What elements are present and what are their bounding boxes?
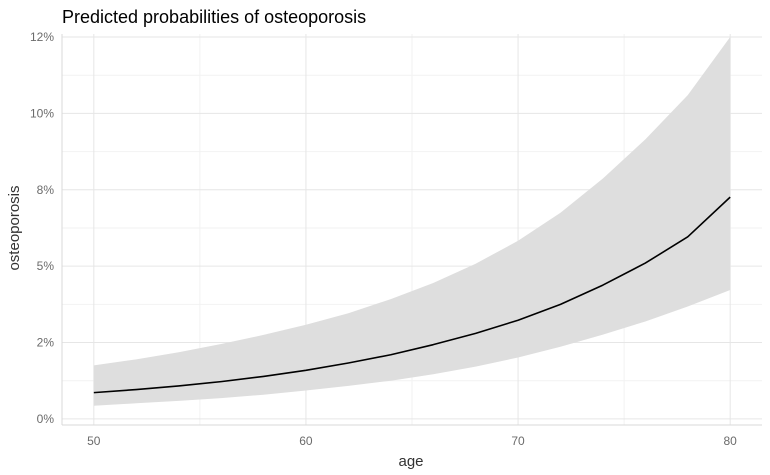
x-tick-label: 60 [299, 434, 313, 448]
y-tick-label: 5% [37, 259, 55, 273]
x-tick-label: 80 [724, 434, 738, 448]
y-axis-ticks: 0% 2% 5% 8% 10% 12% [30, 30, 54, 426]
y-tick-label: 8% [37, 183, 55, 197]
y-tick-label: 10% [30, 106, 54, 120]
series-line [93, 196, 731, 394]
y-tick-label: 12% [30, 30, 54, 44]
confidence-band [93, 37, 731, 406]
series-lines [93, 196, 731, 394]
y-tick-label: 0% [37, 412, 55, 426]
x-axis-title: age [398, 453, 423, 470]
confidence-band-area [93, 37, 731, 406]
y-axis-title: osteoporosis [6, 185, 23, 270]
x-tick-label: 70 [511, 434, 525, 448]
y-tick-label: 2% [37, 336, 55, 350]
x-tick-label: 50 [87, 434, 101, 448]
x-axis-ticks: 50 60 70 80 [87, 434, 737, 448]
chart-title: Predicted probabilities of osteoporosis [62, 7, 366, 27]
